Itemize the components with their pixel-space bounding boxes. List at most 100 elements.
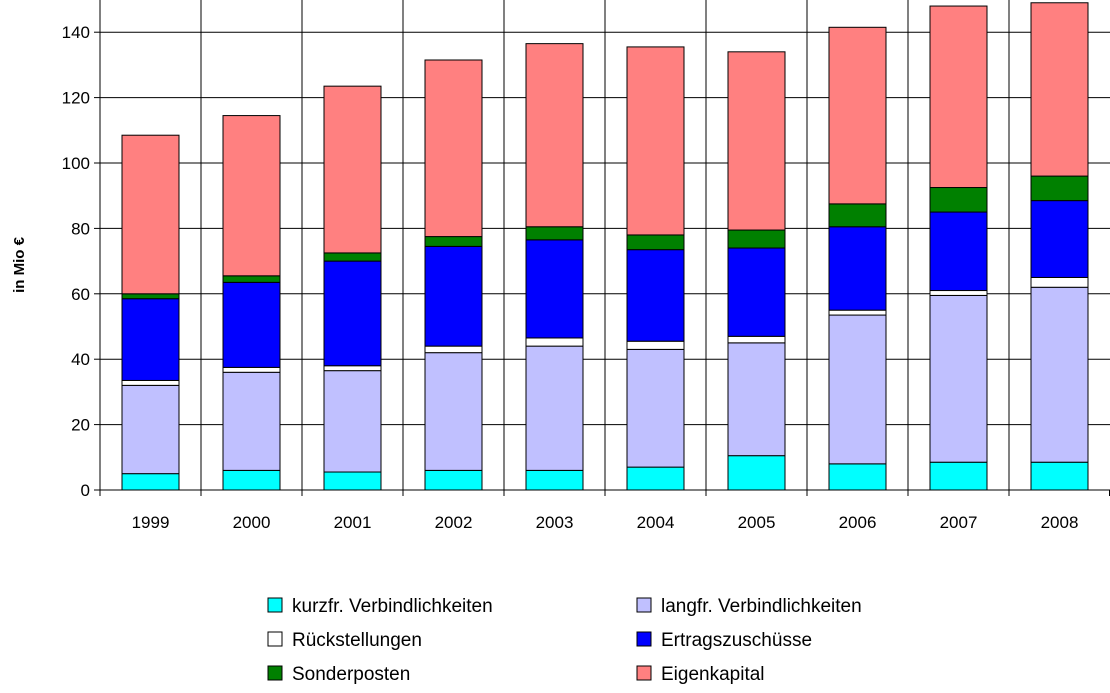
bar-segment-rückstellungen bbox=[727, 335, 786, 344]
bar-segment-kurzfr-verbindlichkeiten bbox=[525, 469, 584, 491]
bar-segment-sonderposten bbox=[121, 293, 180, 300]
legend-item: Eigenkapital bbox=[636, 664, 765, 685]
bar-segment-langfr-verbindlichkeiten bbox=[525, 345, 584, 471]
bar-segment-kurzfr-verbindlichkeiten bbox=[424, 469, 483, 491]
legend-swatch bbox=[636, 597, 652, 613]
bar-segment-ertragszuschüsse bbox=[323, 260, 382, 367]
bar-segment-langfr-verbindlichkeiten bbox=[1030, 286, 1089, 463]
bar-segment-langfr-verbindlichkeiten bbox=[828, 314, 887, 465]
bar-segment-ertragszuschüsse bbox=[525, 239, 584, 339]
bar-segment-sonderposten bbox=[525, 226, 584, 241]
bar-segment-ertragszuschüsse bbox=[727, 247, 786, 337]
bar-segment-sonderposten bbox=[929, 187, 988, 213]
x-tick-label: 2000 bbox=[233, 513, 271, 532]
bar-segment-rückstellungen bbox=[828, 309, 887, 316]
y-tick-label: 80 bbox=[71, 219, 90, 238]
bar-segment-ertragszuschüsse bbox=[222, 281, 281, 368]
bar-segment-langfr-verbindlichkeiten bbox=[323, 370, 382, 473]
legend-swatch bbox=[636, 631, 652, 647]
bar-segment-ertragszuschüsse bbox=[424, 245, 483, 347]
y-tick-label: 40 bbox=[71, 350, 90, 369]
y-axis-label: in Mio € bbox=[11, 236, 28, 292]
bar-segment-rückstellungen bbox=[424, 345, 483, 354]
legend-label: kurzfr. Verbindlichkeiten bbox=[292, 596, 493, 617]
bar-segment-kurzfr-verbindlichkeiten bbox=[1030, 461, 1089, 491]
bar-segment-eigenkapital bbox=[525, 43, 584, 228]
bar-segment-eigenkapital bbox=[222, 115, 281, 277]
bar-segment-ertragszuschüsse bbox=[828, 226, 887, 311]
bar-segment-sonderposten bbox=[323, 252, 382, 262]
x-tick-label: 2004 bbox=[637, 513, 675, 532]
bar-segment-langfr-verbindlichkeiten bbox=[929, 294, 988, 463]
x-tick-label: 2007 bbox=[940, 513, 978, 532]
x-tick-label: 2008 bbox=[1041, 513, 1079, 532]
y-tick-labels: 0 20 40 60 80 100 120 140 bbox=[62, 23, 90, 500]
legend-item: Sonderposten bbox=[267, 664, 410, 685]
y-tick-label: 0 bbox=[81, 481, 90, 500]
bar-segment-ertragszuschüsse bbox=[929, 211, 988, 292]
bar-segment-eigenkapital bbox=[828, 26, 887, 205]
legend-item: kurzfr. Verbindlichkeiten bbox=[267, 596, 493, 617]
bars bbox=[121, 2, 1089, 491]
legend-label: Sonderposten bbox=[292, 664, 410, 685]
bar-segment-eigenkapital bbox=[121, 134, 180, 295]
axes bbox=[94, 0, 1110, 496]
legend-item: Ertragszuschüsse bbox=[636, 630, 812, 651]
bar-segment-kurzfr-verbindlichkeiten bbox=[929, 461, 988, 491]
bar-segment-rückstellungen bbox=[121, 379, 180, 386]
bar-segment-eigenkapital bbox=[424, 59, 483, 238]
legend-swatch bbox=[267, 631, 283, 647]
bar-segment-sonderposten bbox=[626, 234, 685, 251]
x-tick-labels: 1999 2000 2001 2002 2003 2004 2005 2006 2007 2008 bbox=[132, 513, 1079, 532]
bar-segment-eigenkapital bbox=[929, 5, 988, 189]
y-tick-label: 60 bbox=[71, 285, 90, 304]
bar-segment-kurzfr-verbindlichkeiten bbox=[323, 471, 382, 491]
legend-label: langfr. Verbindlichkeiten bbox=[661, 596, 862, 617]
bar-segment-eigenkapital bbox=[626, 46, 685, 236]
x-tick-label: 2002 bbox=[435, 513, 473, 532]
bar-segment-rückstellungen bbox=[525, 337, 584, 347]
bar-segment-langfr-verbindlichkeiten bbox=[626, 348, 685, 468]
bar-segment-eigenkapital bbox=[1030, 2, 1089, 177]
legend-swatch bbox=[636, 665, 652, 681]
legend-swatch bbox=[267, 665, 283, 681]
bar-segment-langfr-verbindlichkeiten bbox=[121, 384, 180, 475]
legend-label: Rückstellungen bbox=[292, 630, 422, 651]
legend-item: langfr. Verbindlichkeiten bbox=[636, 596, 862, 617]
bar-segment-rückstellungen bbox=[323, 365, 382, 372]
bar-segment-sonderposten bbox=[1030, 175, 1089, 202]
x-tick-label: 2003 bbox=[536, 513, 574, 532]
x-tick-label: 2005 bbox=[738, 513, 776, 532]
y-tick-label: 20 bbox=[71, 416, 90, 435]
bar-segment-ertragszuschüsse bbox=[1030, 200, 1089, 278]
bar-segment-kurzfr-verbindlichkeiten bbox=[828, 463, 887, 491]
bar-segment-rückstellungen bbox=[1030, 276, 1089, 288]
bar-segment-rückstellungen bbox=[222, 366, 281, 373]
legend: kurzfr. Verbindlichkeiten langfr. Verbind… bbox=[267, 596, 862, 685]
bar-segment-langfr-verbindlichkeiten bbox=[727, 342, 786, 457]
bar-segment-rückstellungen bbox=[929, 290, 988, 296]
bar-segment-ertragszuschüsse bbox=[626, 249, 685, 342]
x-tick-label: 1999 bbox=[132, 513, 170, 532]
bar-segment-rückstellungen bbox=[626, 340, 685, 350]
y-tick-label: 120 bbox=[62, 89, 90, 108]
bar-segment-kurzfr-verbindlichkeiten bbox=[626, 466, 685, 491]
bar-segment-langfr-verbindlichkeiten bbox=[222, 371, 281, 471]
bar-segment-sonderposten bbox=[222, 275, 281, 283]
bar-segment-kurzfr-verbindlichkeiten bbox=[121, 473, 180, 491]
x-tick-label: 2001 bbox=[334, 513, 372, 532]
legend-item: Rückstellungen bbox=[267, 630, 422, 651]
x-tick-label: 2006 bbox=[839, 513, 877, 532]
legend-label: Eigenkapital bbox=[661, 664, 765, 685]
bar-segment-ertragszuschüsse bbox=[121, 298, 180, 381]
bar-segment-langfr-verbindlichkeiten bbox=[424, 352, 483, 471]
bar-segment-kurzfr-verbindlichkeiten bbox=[727, 455, 786, 491]
bar-segment-eigenkapital bbox=[727, 51, 786, 231]
bar-segment-sonderposten bbox=[828, 203, 887, 228]
legend-label: Ertragszuschüsse bbox=[661, 630, 812, 651]
y-tick-label: 100 bbox=[62, 154, 90, 173]
bar-segment-sonderposten bbox=[424, 236, 483, 247]
bar-segment-eigenkapital bbox=[323, 85, 382, 254]
legend-swatch bbox=[267, 597, 283, 613]
